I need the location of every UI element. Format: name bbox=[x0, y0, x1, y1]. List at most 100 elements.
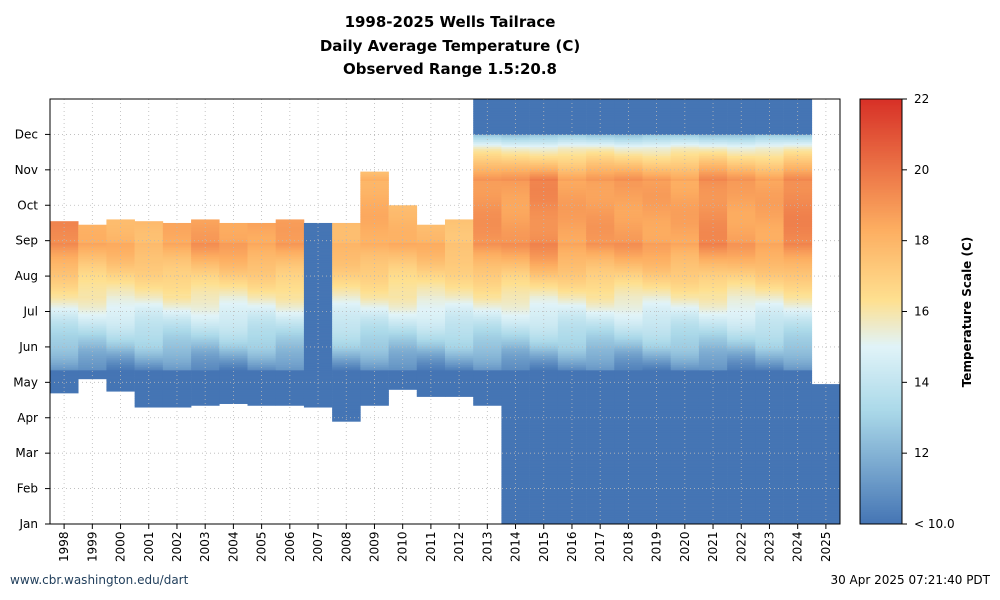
heat-cell bbox=[614, 497, 643, 500]
heat-cell bbox=[501, 176, 530, 180]
heat-cell bbox=[78, 364, 107, 367]
heat-cell bbox=[642, 260, 672, 263]
heat-cell bbox=[783, 114, 813, 118]
heat-cell bbox=[642, 187, 672, 190]
heat-cell bbox=[388, 325, 418, 328]
heat-cell bbox=[670, 341, 700, 344]
heat-cell bbox=[501, 233, 530, 236]
heat-cell bbox=[247, 307, 277, 311]
colorbar-segment bbox=[860, 440, 902, 444]
heat-cell bbox=[557, 111, 587, 114]
heat-cell bbox=[191, 237, 220, 240]
heat-cell bbox=[755, 391, 784, 394]
heat-cell bbox=[755, 136, 784, 139]
heat-cell bbox=[642, 295, 672, 298]
heat-cell bbox=[473, 180, 502, 183]
colorbar-segment bbox=[860, 203, 902, 206]
heat-cell bbox=[388, 377, 418, 380]
heat-cell bbox=[360, 184, 389, 187]
heat-cell bbox=[614, 500, 643, 504]
heat-cell bbox=[473, 315, 502, 318]
heat-cell bbox=[727, 240, 756, 243]
heat-cell bbox=[78, 260, 107, 263]
heat-cell bbox=[247, 231, 277, 234]
heat-cell bbox=[303, 233, 333, 236]
heat-cell bbox=[162, 299, 192, 302]
heat-cell bbox=[727, 492, 756, 495]
heat-cell bbox=[783, 168, 813, 171]
colorbar-segment bbox=[860, 150, 902, 153]
heat-cell bbox=[50, 371, 79, 374]
heat-cell bbox=[416, 256, 446, 259]
heat-cell bbox=[642, 431, 672, 435]
heat-cell bbox=[557, 215, 587, 219]
heat-cell bbox=[501, 173, 530, 176]
heat-cell bbox=[642, 423, 672, 426]
heat-cell bbox=[783, 440, 813, 443]
heat-cell bbox=[557, 233, 587, 236]
heat-cell bbox=[670, 141, 700, 144]
colorbar-segment bbox=[860, 384, 902, 387]
heat-cell bbox=[614, 104, 643, 107]
heat-cell bbox=[642, 415, 672, 419]
source-url[interactable]: www.cbr.washington.edu/dart bbox=[10, 573, 189, 587]
heat-cell bbox=[50, 251, 79, 254]
heat-cell bbox=[642, 500, 672, 504]
heat-cell bbox=[445, 341, 474, 344]
heat-cell bbox=[698, 368, 728, 371]
heat-cell bbox=[275, 267, 305, 270]
heat-cell bbox=[698, 217, 728, 220]
heat-cell bbox=[811, 497, 841, 500]
heat-cell bbox=[106, 371, 135, 374]
heat-cell bbox=[445, 385, 474, 389]
heat-cell bbox=[783, 152, 813, 155]
heat-cell bbox=[529, 125, 559, 128]
heat-cell bbox=[642, 173, 672, 176]
heat-cell bbox=[473, 175, 502, 178]
heat-cell bbox=[586, 454, 615, 458]
heat-cell bbox=[614, 412, 643, 415]
heat-cell bbox=[50, 284, 79, 288]
heat-cell bbox=[191, 244, 220, 247]
heat-cell bbox=[247, 300, 277, 304]
heat-cell bbox=[755, 199, 784, 203]
heat-cell bbox=[614, 160, 643, 164]
heat-cell bbox=[642, 164, 672, 167]
heat-cell bbox=[360, 191, 389, 194]
heat-cell bbox=[134, 247, 164, 250]
heat-cell bbox=[162, 267, 192, 270]
heat-cell bbox=[473, 169, 502, 173]
heat-cell bbox=[670, 145, 700, 148]
heat-cell bbox=[670, 205, 700, 208]
heat-cell bbox=[247, 341, 277, 344]
heat-cell bbox=[78, 265, 107, 268]
heat-cell bbox=[642, 185, 672, 188]
heat-cell bbox=[303, 309, 333, 312]
heat-cell bbox=[529, 205, 559, 208]
heat-cell bbox=[557, 520, 587, 523]
heat-cell bbox=[557, 207, 587, 210]
heat-cell bbox=[303, 253, 333, 256]
heat-cell bbox=[501, 325, 530, 328]
heat-cell bbox=[783, 293, 813, 296]
heat-cell bbox=[698, 309, 728, 312]
heat-cell bbox=[783, 127, 813, 130]
colorbar-segment bbox=[860, 260, 902, 263]
heat-cell bbox=[303, 339, 333, 343]
heat-cell bbox=[557, 424, 587, 428]
heat-cell bbox=[586, 497, 615, 500]
heat-cell bbox=[445, 297, 474, 300]
heat-cell bbox=[501, 304, 530, 307]
heat-cell bbox=[614, 201, 643, 204]
heat-cell bbox=[529, 269, 559, 272]
heat-cell bbox=[78, 373, 107, 376]
heat-cell bbox=[275, 371, 305, 374]
heat-cell bbox=[247, 260, 277, 263]
heat-cell bbox=[106, 368, 135, 371]
heat-cell bbox=[727, 132, 756, 135]
heat-cell bbox=[557, 499, 587, 502]
heat-cell bbox=[755, 320, 784, 323]
heat-cell bbox=[529, 295, 559, 298]
heat-cell bbox=[529, 180, 559, 183]
heat-cell bbox=[332, 371, 361, 374]
